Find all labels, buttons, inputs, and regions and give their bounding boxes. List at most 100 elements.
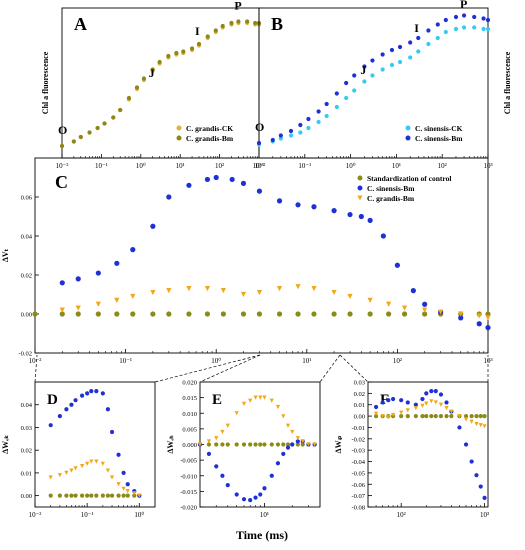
data-point [132,491,137,496]
data-point [204,286,211,292]
data-point [57,413,62,419]
data-point [373,404,379,410]
data-point [458,315,464,321]
legend-entry: Standardization of control [367,174,451,183]
data-point [220,311,226,317]
y-tick-label: 0.00 [21,312,32,319]
y-tick-label: -0.01 [351,425,365,432]
data-point [429,388,434,394]
data-point [334,91,339,96]
data-point [306,442,311,447]
data-point [424,413,429,419]
data-point [380,67,385,72]
data-point [105,407,111,412]
data-point [275,442,281,447]
data-point [358,213,364,220]
data-point [290,442,295,447]
phase-label-i: I [414,21,419,35]
data-point [285,445,291,450]
panel-d: 10⁻² 10⁻¹ 10⁰ 0.00 0.01 0.02 0.03 0.04 ΔWₒₖ D [1,381,156,519]
series-c-sinensis-bm [373,388,487,501]
y-tick-label: -0.02 [351,436,365,443]
data-point [443,29,448,35]
series-c-grandis-bm [373,399,487,429]
data-point [269,398,274,403]
y-ticks: -0.08 -0.07 -0.06 -0.05 -0.04 -0.03 -0.02 -0.01… [351,380,372,512]
data-point [79,463,85,469]
y-tick-label: 0.02 [21,273,32,280]
y-tick-label: -0.06 [351,482,365,489]
data-point [485,325,491,331]
x-tick-label: 10² [393,357,402,365]
y-tick-label: 0.015 [182,395,197,402]
data-point [380,400,385,405]
data-point [204,176,211,183]
y-tick-label: 0.04 [21,402,33,409]
x-tick-label: 10¹ [392,162,401,170]
x-tick-label: 10³ [480,511,489,519]
data-point [449,409,454,414]
data-point [474,421,479,427]
data-point [111,115,116,120]
x-ticks: 10⁻² 10⁻¹ 10⁰ 10¹ 10² 10³ [253,154,493,170]
data-point [401,311,408,317]
data-point [352,88,357,93]
data-point [405,413,410,419]
data-point [73,493,78,498]
y-tick-label: 0.06 [21,195,33,202]
data-point [253,395,258,400]
data-point [125,482,130,487]
data-point [422,301,428,307]
data-point [276,286,283,292]
data-point [196,41,202,47]
data-point [102,121,107,126]
data-point [397,59,403,65]
data-point [258,492,263,497]
data-point [324,101,329,107]
data-point [469,413,474,419]
data-point [474,473,479,478]
data-point [416,49,421,54]
data-point [48,493,53,498]
y-tick-label: -0.010 [180,473,197,480]
data-point [472,25,477,30]
y-tick-label: 0.03 [354,380,365,387]
data-point [141,76,147,81]
y-ticks: 0.00 0.01 0.02 0.03 0.04 [21,402,39,500]
data-point [126,95,132,101]
data-point [105,468,111,473]
data-point [48,423,53,428]
legend-entry: C. grandis-CK [186,124,233,133]
data-point [370,58,375,63]
data-point [433,388,438,394]
data-point [435,35,440,41]
data-point [114,311,120,317]
data-point [481,26,486,32]
data-point [79,393,85,398]
data-point [433,400,438,405]
data-point [461,13,467,18]
data-point [125,493,130,498]
data-point [380,233,386,239]
data-point [469,459,474,464]
data-point [476,313,482,319]
data-point [253,20,258,26]
data-point [262,486,267,491]
legend-marker [176,135,182,141]
data-point [105,493,111,498]
data-point [186,286,192,292]
data-point [95,125,100,131]
data-point [236,19,241,24]
data-point [256,188,263,194]
data-point [150,67,155,72]
series-c-grandis-bm [197,395,317,447]
x-tick-label: 10⁻² [56,162,69,170]
data-point [248,442,253,447]
data-point [458,311,464,317]
data-point [405,400,410,405]
series-c-sinensis-ck [256,25,491,147]
data-point [79,493,85,498]
plot-frame [34,157,489,354]
x-ticks: 10⁻² 10⁻¹ 10⁰ [29,503,144,519]
